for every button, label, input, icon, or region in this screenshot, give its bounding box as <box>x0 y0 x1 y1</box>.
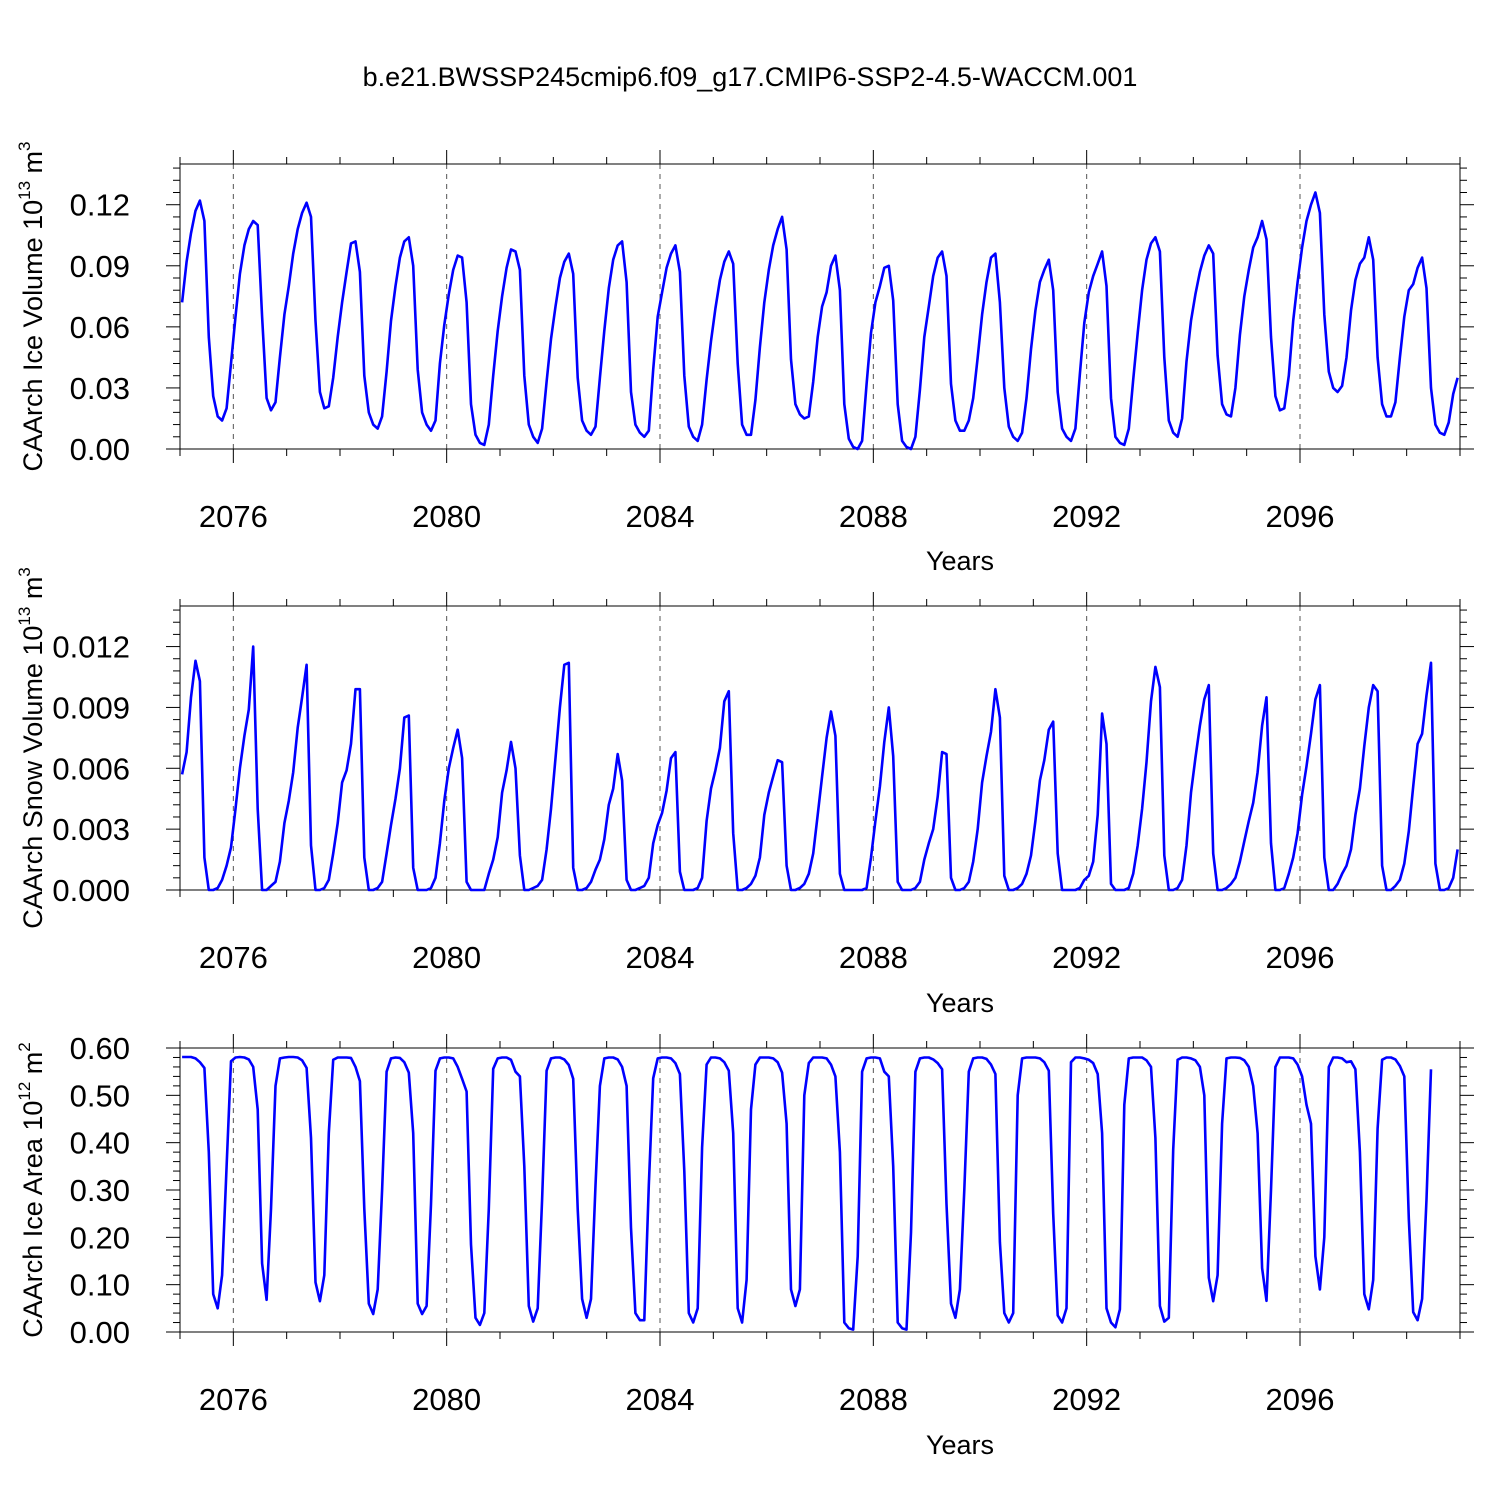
x-tick-label: 2088 <box>839 1382 908 1417</box>
plot-frame <box>179 163 1461 450</box>
y-tick-label: 0.60 <box>70 1031 130 1066</box>
y-tick-label: 0.10 <box>70 1268 130 1303</box>
y-tick-label: 0.50 <box>70 1078 130 1113</box>
y-tick-label: 0.40 <box>70 1126 130 1161</box>
y-tick-label: 0.20 <box>70 1220 130 1255</box>
y-tick-label: 0.009 <box>52 690 130 725</box>
y-tick-label: 0.00 <box>70 432 130 467</box>
y-tick-label: 0.06 <box>70 310 130 345</box>
series-line <box>182 1055 1433 1331</box>
x-tick-label: 2076 <box>199 940 268 975</box>
x-axis-label: Years <box>926 546 994 576</box>
y-tick-label: 0.00 <box>70 1315 130 1350</box>
y-tick-label: 0.012 <box>52 630 130 665</box>
x-tick-label: 2088 <box>839 940 908 975</box>
plot-frame <box>179 1047 1461 1333</box>
chart-panel-1: 2076 2080 2084 2088 2092 2096 0.00 0.03 0.06 0.09… <box>15 141 1474 576</box>
x-tick-label: 2080 <box>412 940 481 975</box>
x-tick-label: 2080 <box>412 1382 481 1417</box>
y-tick-label: 0.003 <box>52 812 130 847</box>
page-title: b.e21.BWSSP245cmip6.f09_g17.CMIP6-SSP2-4… <box>362 62 1138 92</box>
y-tick-label: 0.000 <box>52 873 130 908</box>
series-line <box>180 645 1459 892</box>
y-tick-label: 0.09 <box>70 249 130 284</box>
y-axis-label: CAArch Ice Area 1012 m2 <box>15 1042 48 1338</box>
chart-panel-3: 2076 2080 2084 2088 2092 2096 0.00 0.10 0.20 0.30… <box>15 1031 1474 1460</box>
x-tick-label: 2080 <box>412 499 481 534</box>
series-line <box>180 191 1459 451</box>
x-tick-label: 2088 <box>839 499 908 534</box>
plot-frame <box>179 605 1461 891</box>
x-tick-label: 2076 <box>199 499 268 534</box>
y-tick-label: 0.03 <box>70 371 130 406</box>
x-tick-label: 2096 <box>1266 499 1335 534</box>
x-tick-label: 2084 <box>626 1382 695 1417</box>
x-tick-label: 2092 <box>1052 499 1121 534</box>
x-tick-label: 2076 <box>199 1382 268 1417</box>
y-tick-label: 0.30 <box>70 1173 130 1208</box>
chart-panel-2: 2076 2080 2084 2088 2092 2096 0.000 0.003 0.006 0… <box>15 567 1474 1018</box>
x-tick-label: 2092 <box>1052 940 1121 975</box>
x-axis-label: Years <box>926 1430 994 1460</box>
y-axis-label: CAArch Ice Volume 1013 m3 <box>15 141 48 471</box>
x-tick-label: 2096 <box>1266 1382 1335 1417</box>
x-tick-label: 2092 <box>1052 1382 1121 1417</box>
x-tick-label: 2096 <box>1266 940 1335 975</box>
y-tick-label: 0.12 <box>70 188 130 223</box>
y-tick-label: 0.006 <box>52 751 130 786</box>
x-axis-label: Years <box>926 988 994 1018</box>
x-tick-label: 2084 <box>626 940 695 975</box>
x-tick-label: 2084 <box>626 499 695 534</box>
y-axis-label: CAArch Snow Volume 1013 m3 <box>15 567 48 929</box>
